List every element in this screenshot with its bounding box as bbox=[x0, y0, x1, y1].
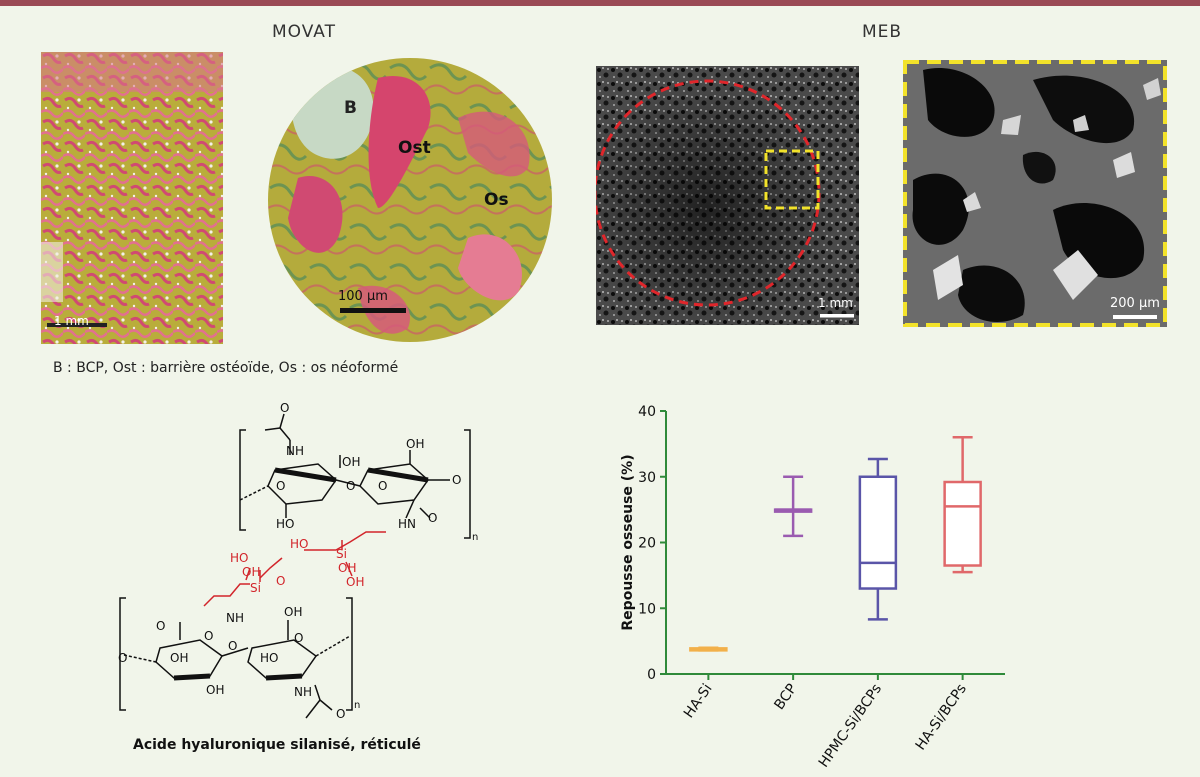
movat-title: MOVAT bbox=[272, 22, 336, 42]
x-tick-label: HA-Si bbox=[681, 681, 716, 721]
atom-o-top: O bbox=[280, 401, 289, 415]
atom-o-carbonyl-bottom: O bbox=[156, 619, 165, 633]
y-tick-label: 0 bbox=[647, 667, 656, 683]
atom-nh-bottom: NH bbox=[226, 611, 244, 625]
atom-o-bridge-bottom: O bbox=[228, 639, 237, 653]
atom-o-left: O bbox=[118, 651, 127, 665]
movat-label-os: Os bbox=[484, 190, 509, 210]
figure-legend-text: B : BCP, Ost : barrière ostéoïde, Os : o… bbox=[53, 360, 399, 376]
atom-o-ring1: O bbox=[276, 479, 285, 493]
y-tick-label: 10 bbox=[638, 601, 656, 617]
atom-o-bridge-si: O bbox=[276, 574, 285, 588]
movat-histology-image bbox=[41, 52, 223, 344]
y-tick-label: 20 bbox=[638, 536, 656, 552]
atom-oh-si1: OH bbox=[242, 565, 260, 579]
atom-ho-si1: HO bbox=[230, 551, 248, 565]
movat-label-b: B bbox=[344, 98, 357, 118]
silanized-hyaluronic-acid-structure: O NH OH OH O O O O HO HN O NH O O O O OH… bbox=[110, 400, 490, 730]
atom-hn-top: HN bbox=[398, 517, 416, 531]
y-tick-label: 40 bbox=[638, 404, 656, 420]
subscript-n-bottom: n bbox=[354, 700, 360, 711]
atom-o-ring4: O bbox=[294, 631, 303, 645]
atom-o-ring2: O bbox=[378, 479, 387, 493]
movat-zoom-image bbox=[268, 58, 552, 342]
movat-panel1-scale-label: 1 mm bbox=[54, 314, 89, 328]
atom-oh-si2b: OH bbox=[346, 575, 364, 589]
meb-panel2-scale-label: 200 µm bbox=[1110, 296, 1160, 311]
molecule-title: Acide hyaluronique silanisé, réticulé bbox=[133, 737, 421, 753]
y-tick-label: 30 bbox=[638, 470, 656, 486]
atom-oh-bottom2: OH bbox=[206, 683, 224, 697]
atom-oh-bottom3: OH bbox=[284, 605, 302, 619]
top-color-bar bbox=[0, 0, 1200, 6]
bone-regrowth-boxplot: 0 10 20 30 40 Repousse osseuse (%) HA-Si BCP HPM… bbox=[610, 395, 1010, 770]
subscript-n-top: n bbox=[472, 532, 478, 543]
atom-oh-top-right: OH bbox=[406, 437, 424, 451]
atom-ho-bottom: HO bbox=[260, 651, 278, 665]
atom-o-ring3: O bbox=[204, 629, 213, 643]
meb-overview-image bbox=[596, 66, 859, 325]
atom-nh-bottom2: NH bbox=[294, 685, 312, 699]
atom-si1: Si bbox=[250, 581, 261, 595]
movat-label-ost: Ost bbox=[398, 138, 431, 158]
movat-panel2-scale-label: 100 µm bbox=[338, 289, 388, 304]
atom-o-carbonyl-top: O bbox=[428, 511, 437, 525]
atom-oh-top: OH bbox=[342, 455, 360, 469]
atom-oh-bottom1: OH bbox=[170, 651, 188, 665]
atom-oh-si2a: OH bbox=[338, 561, 356, 575]
atom-ho-si2: HO bbox=[290, 537, 308, 551]
atom-ho-top: HO bbox=[276, 517, 294, 531]
atom-o-bridge-top: O bbox=[346, 479, 355, 493]
y-axis-title: Repousse osseuse (%) bbox=[620, 454, 636, 630]
x-tick-label: HPMC-Si/BCPs bbox=[816, 681, 885, 770]
atom-o-bottom: O bbox=[336, 707, 345, 721]
atom-si2: Si bbox=[336, 547, 347, 561]
atom-o-right: O bbox=[452, 473, 461, 487]
meb-panel1-scale-label: 1 mm bbox=[818, 296, 853, 310]
meb-title: MEB bbox=[862, 22, 903, 42]
box-HA-Si/BCPs bbox=[943, 480, 982, 567]
meb-zoom-image bbox=[903, 60, 1167, 327]
x-tick-label: HA-Si/BCPs bbox=[913, 681, 970, 753]
atom-nh-top: NH bbox=[286, 444, 304, 458]
box-HPMC-Si/BCPs bbox=[858, 475, 898, 590]
x-tick-label: BCP bbox=[771, 681, 800, 713]
